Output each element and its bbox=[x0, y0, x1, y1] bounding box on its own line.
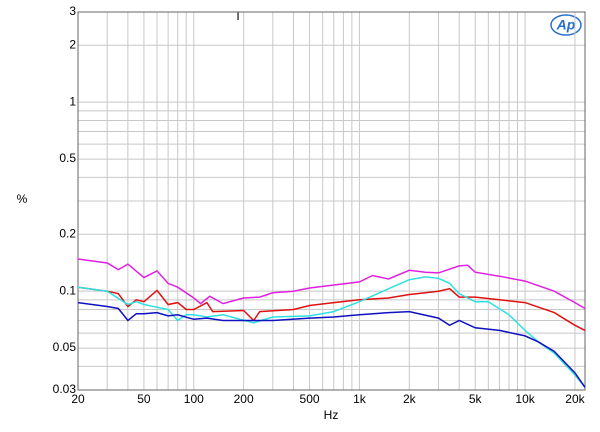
x-tick-label: 20k bbox=[565, 392, 585, 406]
annotation: T bbox=[234, 9, 242, 23]
x-tick-label: 50 bbox=[137, 392, 151, 406]
x-tick-label: 5k bbox=[469, 392, 483, 406]
series-line bbox=[77, 301, 586, 388]
y-tick-label: 2 bbox=[69, 37, 76, 51]
y-axis-label: % bbox=[17, 192, 28, 206]
x-axis-label: Hz bbox=[324, 408, 339, 422]
y-tick-label: 3 bbox=[69, 4, 76, 18]
x-tick-label: 100 bbox=[184, 392, 204, 406]
x-tick-label: 2k bbox=[403, 392, 417, 406]
plot-frame bbox=[77, 11, 586, 391]
x-tick-label: 20 bbox=[71, 392, 85, 406]
x-tick-label: 200 bbox=[234, 392, 254, 406]
x-tick-label: 1k bbox=[353, 392, 367, 406]
x-tick-label: 500 bbox=[300, 392, 320, 406]
series-line bbox=[77, 258, 586, 310]
series-line bbox=[77, 286, 586, 332]
logo-ring bbox=[550, 14, 582, 36]
x-tick-label: 10k bbox=[515, 392, 535, 406]
y-tick-label: 0.2 bbox=[59, 226, 76, 240]
y-tick-label: 1 bbox=[69, 94, 76, 108]
y-tick-label: 0.5 bbox=[59, 151, 76, 165]
logo: Ap bbox=[556, 17, 576, 33]
y-tick-label: 0.1 bbox=[59, 283, 76, 297]
series-line bbox=[77, 276, 586, 388]
y-tick-label: 0.05 bbox=[53, 340, 77, 354]
y-tick-label: 0.03 bbox=[53, 382, 77, 396]
